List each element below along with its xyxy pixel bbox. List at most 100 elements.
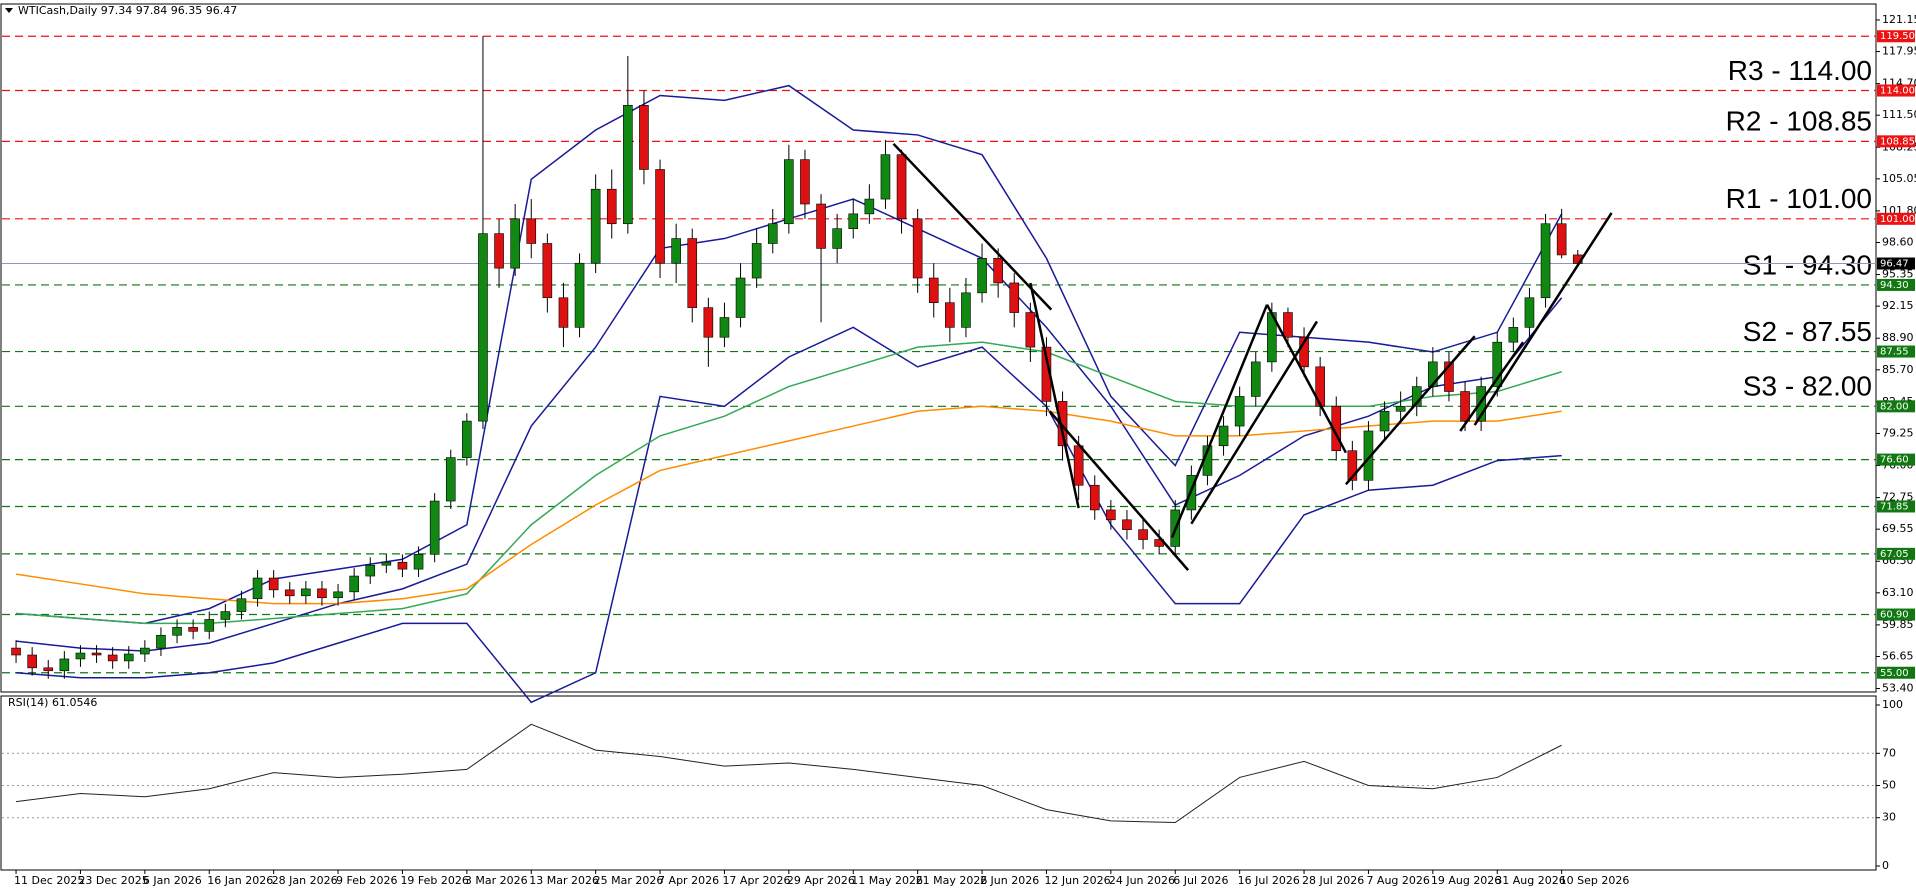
level-label: 55.00	[1880, 668, 1909, 679]
y-tick-label: 121.15	[1882, 13, 1916, 26]
x-tick-label: 23 Dec 2025	[78, 874, 148, 887]
candle-body	[1524, 297, 1535, 328]
candle-body	[349, 575, 359, 593]
level-box: 114.00	[1877, 84, 1915, 97]
trendline	[1265, 304, 1348, 454]
x-tick-label: 16 Jan 2026	[207, 874, 273, 887]
menu-icon	[5, 8, 13, 13]
rsi-tick-label: 100	[1882, 698, 1903, 711]
level-note: S1 - 94.30	[1743, 249, 1872, 280]
candle-body	[43, 667, 54, 672]
candle-body	[1106, 509, 1116, 521]
candle-body	[1379, 410, 1390, 432]
candle-body	[993, 257, 1003, 284]
level-box-bg	[1877, 608, 1915, 621]
y-tick-label: 92.15	[1882, 299, 1914, 312]
candle-body	[1363, 430, 1374, 481]
level-note: R3 - 114.00	[1728, 55, 1872, 86]
candle-body	[735, 277, 746, 318]
level-box: 101.00	[1877, 212, 1915, 225]
candle-body	[1250, 361, 1261, 397]
rsi-tick-label: 70	[1882, 746, 1896, 759]
candle-body	[381, 561, 392, 566]
x-tick-label: 16 Jul 2026	[1238, 874, 1300, 887]
y-tick-label: 98.60	[1882, 235, 1914, 248]
candle-body	[494, 233, 504, 269]
candle-body	[1138, 529, 1148, 540]
candle-body	[864, 198, 875, 215]
x-tick-label: 19 Aug 2026	[1431, 874, 1501, 887]
candle-body	[623, 105, 633, 225]
x-tick-label: 24 Jun 2026	[1109, 874, 1175, 887]
level-box-bg	[1877, 212, 1915, 225]
x-tick-label: 28 Jul 2026	[1302, 874, 1364, 887]
x-tick-label: 6 Jan 2026	[143, 874, 202, 887]
level-box-bg	[1877, 400, 1915, 413]
candle-body	[59, 658, 70, 672]
x-tick-label: 7 Apr 2026	[658, 874, 719, 887]
y-tick-label: 105.05	[1882, 172, 1916, 185]
level-box: 71.85	[1877, 500, 1915, 513]
candle-body	[91, 652, 102, 656]
level-box: 108.85	[1877, 135, 1915, 148]
level-box: 94.30	[1877, 278, 1915, 291]
candle-body	[1428, 361, 1438, 387]
candle-body	[188, 627, 198, 632]
candle-body	[397, 561, 408, 570]
x-tick-label: 11 May 2026	[851, 874, 923, 887]
candle-body	[751, 243, 762, 279]
x-tick-label: 19 Feb 2026	[400, 874, 468, 887]
candle-body	[687, 238, 698, 308]
rsi-tick-label: 0	[1882, 859, 1889, 872]
x-tick-label: 21 May 2026	[916, 874, 988, 887]
x-tick-label: 28 Jan 2026	[272, 874, 338, 887]
current-price-label: 96.47	[1880, 259, 1909, 270]
level-label: 108.85	[1880, 136, 1915, 147]
candle-body	[1283, 312, 1293, 338]
level-label: 119.50	[1880, 31, 1915, 42]
level-label: 76.60	[1880, 455, 1909, 466]
candle-body	[252, 577, 263, 600]
chart-title: WTICash,Daily 97.34 97.84 96.35 96.47	[18, 4, 237, 17]
level-box-bg	[1877, 500, 1915, 513]
candle-body	[1460, 391, 1470, 422]
candle-body	[945, 302, 955, 328]
candle-body	[478, 233, 488, 422]
x-tick-label: 11 Dec 2025	[14, 874, 84, 887]
level-box: 119.50	[1877, 30, 1915, 43]
trendline	[892, 142, 1053, 311]
y-tick-label: 59.85	[1882, 618, 1914, 631]
level-box: 55.00	[1877, 666, 1915, 679]
candle-body	[156, 634, 166, 649]
candle-body	[1089, 484, 1100, 511]
overlay-line	[15, 341, 1562, 625]
overlay-line	[15, 405, 1562, 605]
rsi-line	[15, 723, 1562, 824]
y-tick-label: 111.50	[1882, 108, 1916, 121]
candle-body	[832, 228, 842, 249]
candle-body	[365, 564, 376, 577]
x-tick-label: 9 Feb 2026	[336, 874, 397, 887]
candle-body	[140, 647, 150, 655]
y-tick-label: 72.75	[1882, 491, 1914, 504]
candle-body	[301, 588, 311, 597]
candle-body	[1073, 445, 1084, 486]
candle-body	[1347, 450, 1358, 481]
candle-body	[1476, 386, 1486, 422]
level-box-bg	[1877, 345, 1915, 358]
candle-body	[1299, 336, 1309, 368]
candle-body	[413, 554, 424, 570]
candle-body	[1218, 425, 1229, 447]
candle-body	[1508, 327, 1519, 343]
trendline	[1029, 282, 1080, 509]
candle-body	[961, 292, 971, 328]
level-label: 94.30	[1880, 280, 1909, 291]
level-box-bg	[1877, 547, 1915, 560]
candle-body	[719, 317, 730, 338]
candle-body	[671, 238, 681, 264]
y-tick-label: 88.90	[1882, 331, 1914, 344]
candle-body	[1492, 341, 1503, 387]
candle-body	[172, 627, 182, 636]
x-tick-label: 29 Apr 2026	[787, 874, 855, 887]
trendline	[1473, 212, 1613, 426]
